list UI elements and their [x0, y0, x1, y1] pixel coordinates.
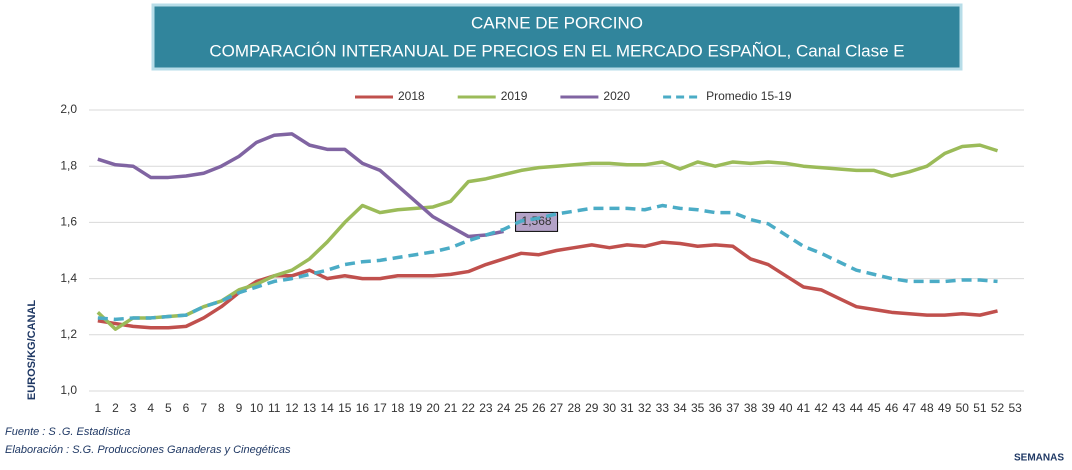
x-tick-label: 29 [585, 401, 599, 415]
x-tick-label: 34 [673, 401, 687, 415]
x-tick-label: 8 [218, 401, 225, 415]
x-tick-label: 6 [183, 401, 190, 415]
title-box [151, 3, 963, 71]
x-tick-label: 38 [744, 401, 758, 415]
y-tick-label: 1,4 [60, 271, 77, 285]
legend-label: 2018 [398, 89, 425, 103]
y-axis-label: EUROS/KG/CANAL [26, 300, 38, 401]
x-tick-label: 20 [426, 401, 440, 415]
series-line [97, 240, 998, 330]
series-line [97, 203, 998, 322]
x-axis-label: SEMANAS [1014, 453, 1064, 464]
x-tick-label: 51 [973, 401, 987, 415]
x-tick-label: 14 [320, 401, 334, 415]
x-tick-label: 30 [603, 401, 617, 415]
x-tick-label: 46 [885, 401, 899, 415]
x-tick-label: 48 [920, 401, 934, 415]
x-tick-label: 52 [991, 401, 1005, 415]
x-tick-label: 42 [814, 401, 828, 415]
x-tick-label: 28 [567, 401, 581, 415]
series-line [96, 143, 999, 331]
x-tick-label: 18 [391, 401, 405, 415]
x-tick-label: 12 [285, 401, 299, 415]
x-tick-label: 25 [515, 401, 529, 415]
x-tick-label: 39 [762, 401, 776, 415]
y-tick-label: 1,2 [60, 327, 77, 341]
x-tick-label: 32 [638, 401, 652, 415]
legend-label: 2019 [501, 89, 528, 103]
x-tick-label: 47 [903, 401, 917, 415]
x-tick-label: 7 [200, 401, 207, 415]
x-tick-label: 27 [550, 401, 564, 415]
x-tick-label: 1 [94, 401, 101, 415]
y-tick-label: 1,0 [60, 383, 77, 397]
x-tick-label: 23 [479, 401, 493, 415]
x-tick-label: 41 [797, 401, 811, 415]
x-tick-label: 5 [165, 401, 172, 415]
x-tick-label: 44 [850, 401, 864, 415]
x-tick-label: 40 [779, 401, 793, 415]
x-tick-label: 22 [462, 401, 476, 415]
legend-label: 2020 [603, 89, 630, 103]
x-tick-label: 37 [726, 401, 740, 415]
x-tick-label: 50 [956, 401, 970, 415]
x-tick-label: 9 [236, 401, 243, 415]
x-tick-label: 35 [691, 401, 705, 415]
x-tick-label: 21 [444, 401, 458, 415]
x-tick-label: 31 [620, 401, 634, 415]
legend-label: Promedio 15-19 [706, 89, 792, 103]
x-tick-label: 53 [1008, 401, 1022, 415]
x-tick-label: 2 [112, 401, 119, 415]
x-tick-label: 36 [709, 401, 723, 415]
series-line [97, 132, 504, 239]
credit: Elaboración : S.G. Producciones Ganadera… [5, 444, 291, 456]
y-tick-label: 1,8 [60, 158, 77, 172]
x-tick-label: 10 [250, 401, 264, 415]
x-tick-label: 15 [338, 401, 352, 415]
x-tick-label: 24 [497, 401, 511, 415]
chart-title: CARNE DE PORCINO [471, 13, 643, 32]
x-tick-label: 26 [532, 401, 546, 415]
source: Fuente : S .G. Estadística [5, 426, 130, 438]
y-tick-label: 1,6 [60, 215, 77, 229]
x-tick-label: 17 [373, 401, 387, 415]
y-tick-label: 2,0 [60, 102, 77, 116]
x-tick-label: 13 [303, 401, 317, 415]
x-tick-label: 33 [656, 401, 670, 415]
x-tick-label: 19 [409, 401, 423, 415]
x-tick-label: 11 [268, 401, 281, 415]
x-tick-label: 16 [356, 401, 370, 415]
x-tick-label: 43 [832, 401, 846, 415]
x-tick-label: 45 [867, 401, 881, 415]
chart-subtitle: COMPARACIÓN INTERANUAL DE PRECIOS EN EL … [209, 41, 904, 60]
x-tick-label: 3 [130, 401, 137, 415]
x-tick-label: 4 [147, 401, 154, 415]
data-label: 1,568 [522, 214, 552, 228]
x-tick-label: 49 [938, 401, 952, 415]
